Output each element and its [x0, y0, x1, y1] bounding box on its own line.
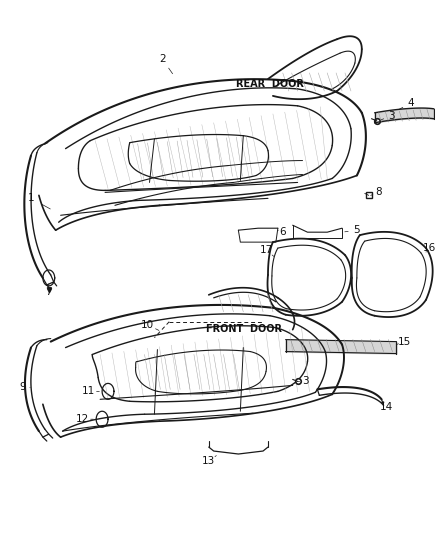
Text: 16: 16 — [422, 243, 435, 253]
Text: 13: 13 — [201, 456, 215, 466]
Text: 2: 2 — [159, 54, 165, 64]
Text: 11: 11 — [81, 386, 95, 397]
Text: 5: 5 — [353, 225, 359, 235]
Text: FRONT  DOOR: FRONT DOOR — [206, 324, 282, 334]
Text: 3: 3 — [301, 376, 308, 386]
Text: 4: 4 — [407, 98, 413, 108]
Text: 14: 14 — [379, 402, 392, 412]
Text: 8: 8 — [374, 188, 381, 197]
Text: 7: 7 — [46, 287, 52, 297]
Text: 12: 12 — [76, 414, 89, 424]
Text: 10: 10 — [141, 320, 154, 330]
Text: REAR  DOOR: REAR DOOR — [236, 78, 304, 88]
Text: 1: 1 — [28, 193, 34, 204]
Text: 15: 15 — [397, 337, 410, 346]
Text: 17: 17 — [259, 245, 272, 255]
Text: 9: 9 — [20, 382, 26, 392]
Text: 3: 3 — [387, 111, 394, 121]
Text: 6: 6 — [279, 227, 286, 237]
